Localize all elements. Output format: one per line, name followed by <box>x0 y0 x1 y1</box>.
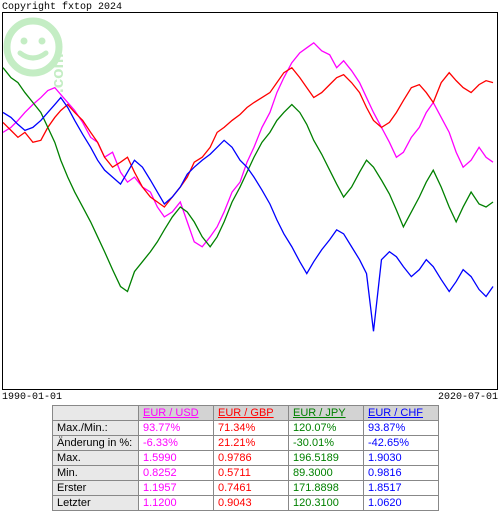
table-cell: 0.9043 <box>214 496 289 511</box>
table-col-header[interactable]: EUR / CHF <box>364 406 439 421</box>
x-axis-start-date: 1990-01-01 <box>2 392 62 403</box>
table-cell: 120.07% <box>289 421 364 436</box>
table-cell: 1.1957 <box>139 481 214 496</box>
statistics-table: EUR / USDEUR / GBPEUR / JPYEUR / CHFMax.… <box>52 405 439 511</box>
series-line <box>3 68 493 292</box>
table-cell: 21.21% <box>214 436 289 451</box>
table-col-header[interactable]: EUR / JPY <box>289 406 364 421</box>
table-row: Letzter1.12000.9043120.31001.0620 <box>53 496 439 511</box>
table-cell: 0.8252 <box>139 466 214 481</box>
table-col-header[interactable]: EUR / USD <box>139 406 214 421</box>
table-cell: 93.87% <box>364 421 439 436</box>
table-cell: -6.33% <box>139 436 214 451</box>
table-cell: 1.8517 <box>364 481 439 496</box>
table-cell: 93.77% <box>139 421 214 436</box>
table-cell: 171.8898 <box>289 481 364 496</box>
table-cell: 89.3000 <box>289 466 364 481</box>
table-header-row: EUR / USDEUR / GBPEUR / JPYEUR / CHF <box>53 406 439 421</box>
table-row: Erster1.19570.7461171.88981.8517 <box>53 481 439 496</box>
table-col-header[interactable]: EUR / GBP <box>214 406 289 421</box>
table-cell: 0.5711 <box>214 466 289 481</box>
table-row: Änderung in %:-6.33%21.21%-30.01%-42.65% <box>53 436 439 451</box>
table-cell: 1.9030 <box>364 451 439 466</box>
series-line <box>3 68 493 207</box>
table-cell: 0.9816 <box>364 466 439 481</box>
row-label: Max. <box>53 451 139 466</box>
table-cell: 120.3100 <box>289 496 364 511</box>
x-axis-end-date: 2020-07-01 <box>438 392 498 403</box>
row-label: Max./Min.: <box>53 421 139 436</box>
table-corner <box>53 406 139 421</box>
table-row: Max./Min.:93.77%71.34%120.07%93.87% <box>53 421 439 436</box>
table-cell: 1.0620 <box>364 496 439 511</box>
table-cell: 1.5990 <box>139 451 214 466</box>
table-cell: 1.1200 <box>139 496 214 511</box>
row-label: Min. <box>53 466 139 481</box>
table-cell: 0.9786 <box>214 451 289 466</box>
table-cell: 0.7461 <box>214 481 289 496</box>
table-cell: 196.5189 <box>289 451 364 466</box>
row-label: Letzter <box>53 496 139 511</box>
table-cell: -42.65% <box>364 436 439 451</box>
table-row: Max.1.59900.9786196.51891.9030 <box>53 451 439 466</box>
table-cell: -30.01% <box>289 436 364 451</box>
series-line <box>3 43 493 247</box>
row-label: Änderung in %: <box>53 436 139 451</box>
price-chart <box>2 12 498 390</box>
table-cell: 71.34% <box>214 421 289 436</box>
series-line <box>3 98 493 332</box>
table-row: Min.0.82520.571189.30000.9816 <box>53 466 439 481</box>
row-label: Erster <box>53 481 139 496</box>
